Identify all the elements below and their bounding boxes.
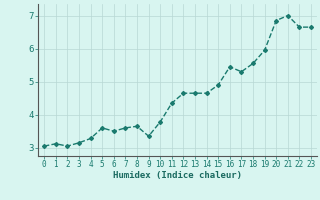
- X-axis label: Humidex (Indice chaleur): Humidex (Indice chaleur): [113, 171, 242, 180]
